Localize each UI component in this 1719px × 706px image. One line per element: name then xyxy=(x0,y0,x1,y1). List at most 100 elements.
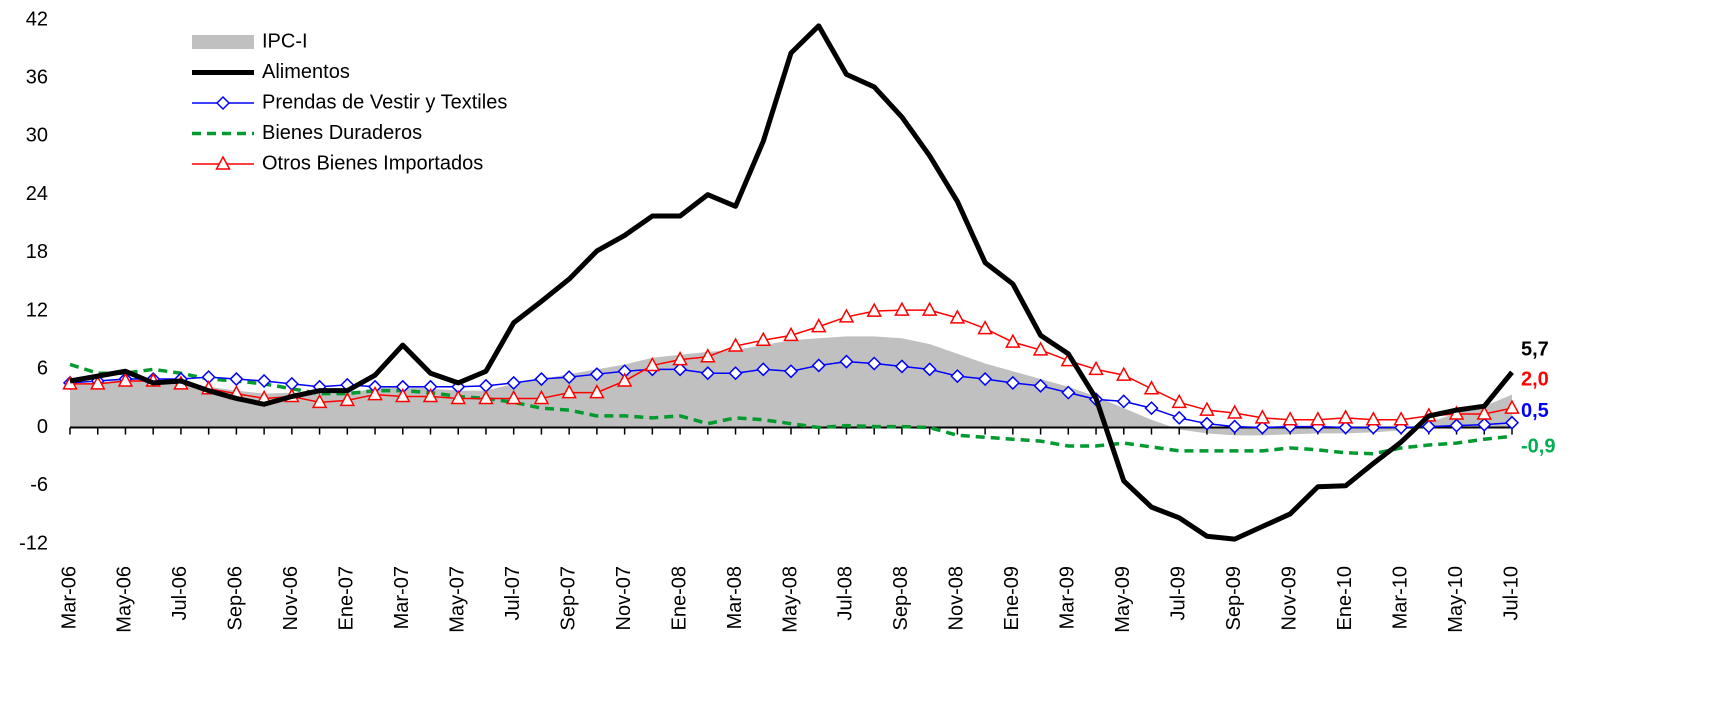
marker xyxy=(1116,366,1132,381)
marker xyxy=(1226,404,1243,419)
legend-label: Otros Bienes Importados xyxy=(262,152,483,174)
y-tick-label: 18 xyxy=(26,241,48,263)
x-tick-label: May-10 xyxy=(1445,566,1467,633)
x-tick-label: Nov-07 xyxy=(613,566,635,630)
marker xyxy=(1144,401,1159,416)
marker xyxy=(700,348,716,363)
x-tick-label: Mar-09 xyxy=(1057,566,1079,629)
marker xyxy=(810,318,827,333)
marker xyxy=(756,362,771,377)
x-tick-label: Mar-07 xyxy=(391,566,413,629)
marker xyxy=(117,372,134,387)
x-tick-label: Mar-06 xyxy=(58,566,80,629)
x-tick-label: Nov-09 xyxy=(1278,566,1300,630)
marker xyxy=(1172,410,1187,425)
marker xyxy=(783,326,799,342)
marker xyxy=(1171,393,1187,409)
x-tick-label: Jul-09 xyxy=(1168,566,1190,620)
marker xyxy=(311,393,328,409)
marker xyxy=(1199,416,1215,431)
marker xyxy=(1476,405,1493,420)
marker xyxy=(1199,401,1215,416)
marker xyxy=(811,358,826,373)
marker xyxy=(1504,415,1520,430)
marker xyxy=(922,362,937,377)
marker xyxy=(783,364,799,379)
marker xyxy=(1255,420,1270,435)
marker xyxy=(921,301,938,316)
marker xyxy=(561,384,577,399)
marker xyxy=(644,356,661,372)
line xyxy=(69,23,1514,542)
marker xyxy=(1310,411,1326,426)
marker xyxy=(339,391,356,407)
marker xyxy=(1227,419,1242,434)
marker xyxy=(505,389,522,405)
marker xyxy=(838,308,855,323)
legend-marker xyxy=(215,95,231,111)
marker xyxy=(673,362,688,377)
marker xyxy=(367,385,383,401)
x-tick-label: Jul-08 xyxy=(835,566,857,620)
y-tick-label: 30 xyxy=(26,125,48,147)
x-tick-label: Sep-09 xyxy=(1223,566,1245,631)
y-tick-label: 12 xyxy=(26,299,48,321)
marker xyxy=(450,389,466,405)
marker xyxy=(1477,417,1492,432)
marker xyxy=(1005,375,1020,390)
value-label: 5,7 xyxy=(1521,339,1549,361)
marker xyxy=(229,371,244,387)
marker xyxy=(839,354,854,369)
marker xyxy=(700,366,715,381)
value-label: 0,5 xyxy=(1521,400,1549,422)
x-tick-label: Sep-08 xyxy=(890,566,912,631)
marker xyxy=(1254,409,1271,424)
marker xyxy=(1393,411,1409,426)
marker xyxy=(589,384,605,399)
marker xyxy=(672,351,688,366)
marker xyxy=(1504,399,1520,414)
marker xyxy=(1337,409,1354,424)
marker xyxy=(894,359,909,374)
x-tick-label: Jul-10 xyxy=(1500,566,1522,620)
marker xyxy=(533,389,550,405)
legend-label: IPC-I xyxy=(262,30,308,52)
x-tick-label: May-06 xyxy=(114,566,136,633)
x-tick-label: Nov-06 xyxy=(280,566,302,630)
legend-swatch xyxy=(192,35,254,49)
marker xyxy=(1116,394,1131,409)
marker xyxy=(589,367,604,382)
marker xyxy=(867,356,882,371)
marker xyxy=(755,331,772,346)
x-tick-label: Jul-06 xyxy=(169,566,191,620)
marker xyxy=(1143,380,1160,395)
legend-marker xyxy=(215,155,231,170)
marker xyxy=(562,370,577,385)
marker xyxy=(1032,341,1049,356)
value-label: 2,0 xyxy=(1521,368,1549,390)
x-tick-label: Sep-06 xyxy=(225,566,247,631)
x-tick-label: Mar-10 xyxy=(1389,566,1411,629)
marker xyxy=(1088,360,1104,376)
x-tick-label: May-09 xyxy=(1112,566,1134,633)
x-tick-label: Nov-08 xyxy=(946,566,968,630)
marker xyxy=(1365,411,1382,426)
marker xyxy=(949,309,966,324)
value-label: -0,9 xyxy=(1521,436,1555,458)
x-tick-label: Ene-08 xyxy=(668,566,690,631)
marker xyxy=(1033,378,1048,393)
marker xyxy=(534,371,549,387)
y-tick-label: 24 xyxy=(26,183,48,205)
x-tick-label: Ene-10 xyxy=(1334,566,1356,631)
marker xyxy=(1061,385,1076,400)
marker xyxy=(1421,419,1436,434)
marker xyxy=(506,375,521,390)
marker xyxy=(978,371,993,387)
area xyxy=(70,336,1512,436)
x-tick-label: Ene-09 xyxy=(1001,566,1023,631)
x-tick-label: Sep-07 xyxy=(557,566,579,631)
marker xyxy=(1338,420,1353,435)
marker xyxy=(616,372,633,387)
marker xyxy=(728,366,743,381)
marker xyxy=(727,337,744,352)
